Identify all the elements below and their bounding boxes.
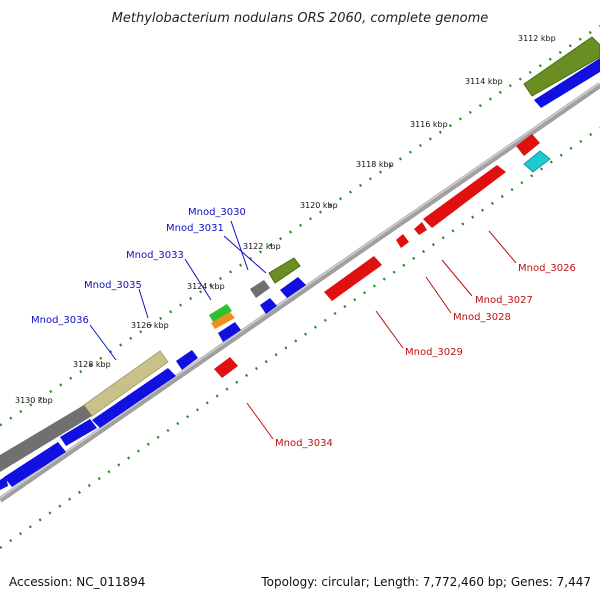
gene-olive-mid[interactable] [268, 257, 301, 284]
gene-blue-top[interactable] [534, 58, 600, 108]
gene-orange[interactable] [211, 312, 235, 329]
tick-label: 3116 kbp [410, 120, 448, 129]
forward-gene-labels: Mnod_3030 Mnod_3031 Mnod_3033 Mnod_3035 … [31, 207, 246, 326]
map-title: Methylobacterium nodulans ORS 2060, comp… [112, 11, 489, 26]
gene-red-tiny-2[interactable] [396, 234, 409, 248]
gene-label-mnod-3029[interactable]: Mnod_3029 [405, 347, 463, 358]
tick-label: 3114 kbp [465, 77, 503, 86]
tick-label: 3126 kbp [131, 321, 169, 330]
gene-blue-mid[interactable] [280, 277, 306, 298]
connector-mnod-3026 [488, 230, 517, 264]
reverse-gene-labels: Mnod_3026 Mnod_3027 Mnod_3028 Mnod_3029 … [275, 263, 576, 449]
gene-label-mnod-3026[interactable]: Mnod_3026 [518, 263, 576, 274]
inner-tick-track [0, 126, 600, 550]
tick-label: 3128 kbp [73, 360, 111, 369]
gene-label-mnod-3035[interactable]: Mnod_3035 [84, 280, 142, 291]
connector-mnod-3028 [425, 276, 452, 314]
gene-label-mnod-3030[interactable]: Mnod_3030 [188, 207, 246, 218]
connector-mnod-3036 [89, 324, 117, 361]
connector-mnod-3027 [441, 259, 473, 297]
gene-blue-small-3[interactable] [176, 350, 198, 370]
connector-mnod-3031 [223, 235, 267, 274]
gene-gray-small[interactable] [250, 280, 270, 298]
outer-tick-track [0, 24, 600, 427]
gene-red-long-2[interactable] [324, 256, 382, 301]
gene-blue-long[interactable] [92, 368, 176, 428]
connector-mnod-3035 [138, 288, 149, 319]
accession-text: Accession: NC_011894 [9, 575, 145, 589]
reverse-strand-genes [214, 134, 551, 378]
tick-label: 3122 kbp [243, 242, 281, 251]
genome-backbone-highlight [0, 82, 600, 499]
gene-label-mnod-3031[interactable]: Mnod_3031 [166, 223, 224, 234]
gene-green[interactable] [209, 304, 232, 322]
genome-summary-text: Topology: circular; Length: 7,772,460 bp… [260, 575, 591, 589]
genome-backbone [0, 82, 600, 503]
gene-red-top[interactable] [516, 134, 540, 156]
gene-red-small[interactable] [214, 357, 238, 378]
tick-label: 3120 kbp [300, 201, 338, 210]
gene-olive-top[interactable] [523, 36, 600, 97]
gene-label-mnod-3027[interactable]: Mnod_3027 [475, 295, 533, 306]
tick-label: 3130 kbp [15, 396, 53, 405]
connector-mnod-3030 [230, 220, 249, 271]
connector-mnod-3034 [246, 402, 274, 440]
gene-label-mnod-3034[interactable]: Mnod_3034 [275, 438, 333, 449]
gene-label-mnod-3033[interactable]: Mnod_3033 [126, 250, 184, 261]
tick-label: 3124 kbp [187, 282, 225, 291]
gene-label-mnod-3028[interactable]: Mnod_3028 [453, 312, 511, 323]
forward-strand-genes [0, 36, 600, 490]
tick-labels: 3112 kbp 3114 kbp 3116 kbp 3118 kbp 3120… [15, 34, 556, 405]
gene-blue-small-2[interactable] [218, 322, 241, 342]
connector-mnod-3029 [375, 310, 404, 349]
gene-blue-small-1[interactable] [260, 298, 277, 314]
gene-label-mnod-3036[interactable]: Mnod_3036 [31, 315, 89, 326]
connector-mnod-3033 [184, 258, 212, 301]
gene-red-tiny-1[interactable] [414, 222, 427, 235]
tick-label: 3118 kbp [356, 160, 394, 169]
gene-red-long-1[interactable] [423, 165, 506, 228]
gene-cyan[interactable] [523, 150, 551, 173]
gene-blue-edge[interactable] [0, 476, 8, 490]
tick-label: 3112 kbp [518, 34, 556, 43]
gene-blue-4[interactable] [60, 419, 97, 446]
gene-blue-5[interactable] [4, 442, 66, 487]
gene-gray-long[interactable] [0, 405, 92, 472]
